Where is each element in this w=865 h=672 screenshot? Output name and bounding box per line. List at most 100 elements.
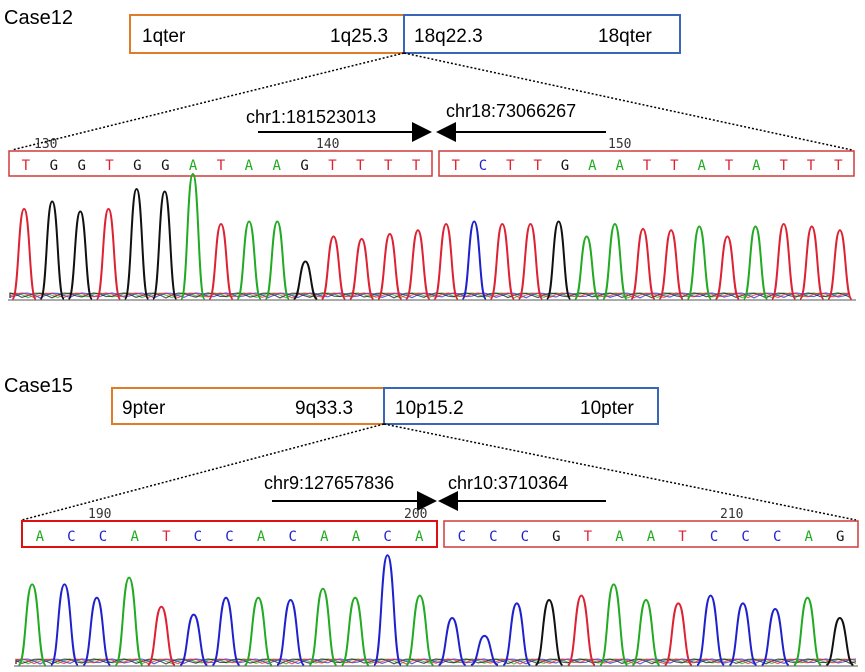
case12-zoom-line-left [11, 52, 405, 151]
base-letter: C [383, 529, 391, 545]
base-letter: T [384, 158, 393, 174]
base-letter: C [67, 529, 75, 545]
base-letter: T [162, 529, 171, 545]
chromatogram-peak [39, 200, 65, 300]
base-letter: A [615, 158, 624, 174]
base-letter: A [320, 529, 329, 545]
chromatogram-peak [49, 583, 79, 666]
base-letter: T [643, 158, 652, 174]
base-letter: C [773, 529, 781, 545]
base-letter: T [328, 158, 337, 174]
base-letter: A [804, 529, 813, 545]
base-letter: G [552, 529, 560, 545]
base-letter: T [533, 158, 542, 174]
base-letter: T [356, 158, 365, 174]
chromatogram-peak [534, 598, 564, 666]
chromatogram-peak [827, 229, 853, 300]
chromatogram-peak [11, 207, 37, 300]
chromatogram-peak [243, 596, 273, 666]
base-letter: T [584, 529, 593, 545]
base-letter: C [99, 529, 107, 545]
chromatogram-peak [211, 596, 241, 666]
chromatogram-peak [545, 220, 572, 300]
case12-panel: Case12 1qter 1q25.3 18q22.3 18qter chr1:… [4, 7, 856, 301]
base-letter: T [412, 158, 421, 174]
case15-position-2: 200 [404, 507, 427, 522]
case12-right-end-band: 18qter [598, 26, 653, 47]
chromatogram-peak [599, 583, 629, 666]
case15-left-seq-box [21, 520, 438, 548]
base-letter: A [272, 158, 281, 174]
chromatogram-peak [663, 602, 693, 666]
chromatogram-peak [179, 613, 209, 666]
case15-left-end-band: 9q33.3 [295, 398, 353, 419]
case12-right-start-band: 18q22.3 [414, 26, 483, 47]
base-letter: G [50, 158, 58, 174]
base-letter: C [479, 158, 487, 174]
chromatogram-peak [320, 235, 347, 300]
base-letter: T [725, 158, 734, 174]
case12-left-seq-box [8, 150, 433, 177]
chromatogram-peak [573, 235, 600, 300]
chromatogram-peak [631, 598, 661, 666]
base-letter: A [189, 158, 198, 174]
base-letter: G [133, 158, 141, 174]
base-letter: C [225, 529, 233, 545]
chromatogram-peak [17, 583, 47, 666]
base-letter: A [415, 529, 424, 545]
chromatogram-peak [470, 634, 499, 666]
base-letter: T [670, 158, 679, 174]
chromatogram-peak [696, 594, 726, 666]
base-letter: A [752, 158, 761, 174]
chromatogram-peak [308, 587, 338, 666]
chromatogram-peak [151, 190, 178, 300]
base-letter: T [22, 158, 31, 174]
chromatogram-peak [348, 237, 375, 300]
case15-position-1: 190 [88, 507, 111, 522]
case12-right-chrom-box [403, 14, 681, 54]
chromatogram-peak [276, 598, 306, 666]
case15-panel: Case15 9pter 9q33.3 10p15.2 10pter chr9:… [4, 375, 859, 667]
base-letter: C [458, 529, 466, 545]
base-letter: A [352, 529, 361, 545]
base-letter: T [105, 158, 114, 174]
case12-right-breakpoint: chr18:73066267 [446, 101, 576, 121]
case15-left-start-band: 9pter [122, 398, 166, 419]
chromatogram-peak [292, 260, 319, 300]
chromatogram-peak [433, 222, 459, 300]
case15-chromatogram [15, 554, 857, 666]
case15-right-start-band: 10p15.2 [395, 398, 464, 419]
chromatogram-peak [180, 172, 206, 300]
chromatogram-peak [630, 227, 656, 300]
case15-right-breakpoint: chr10:3710364 [448, 473, 568, 493]
chromatogram-peak [760, 607, 790, 666]
chromatogram-peak [405, 229, 431, 300]
chromatogram-peak [82, 596, 112, 666]
base-letter: G [161, 158, 169, 174]
chromatogram-peak [377, 232, 403, 300]
case15-right-chrom-box [383, 387, 659, 425]
base-letter: C [710, 529, 718, 545]
chromatogram-peak [123, 187, 150, 300]
case15-left-breakpoint: chr9:127657836 [264, 473, 394, 493]
chromatogram-peak [825, 616, 855, 666]
base-letter: A [588, 158, 597, 174]
case12-label: Case12 [4, 7, 73, 29]
base-letter: A [615, 529, 624, 545]
chromatogram-peak [208, 222, 234, 300]
base-letter: A [697, 158, 706, 174]
base-letter: T [779, 158, 788, 174]
case15-zoom-line-left [21, 423, 385, 521]
chromatogram-peak [728, 602, 758, 666]
case12-chromatogram [9, 172, 853, 300]
case12-zoom-line-right [403, 52, 853, 151]
base-letter: C [194, 529, 202, 545]
chromatogram-peak [236, 220, 262, 300]
chromatogram-peak [114, 576, 144, 666]
chromatogram-peak [340, 596, 370, 666]
chromatogram-peak [517, 222, 544, 300]
base-letter: T [834, 158, 843, 174]
